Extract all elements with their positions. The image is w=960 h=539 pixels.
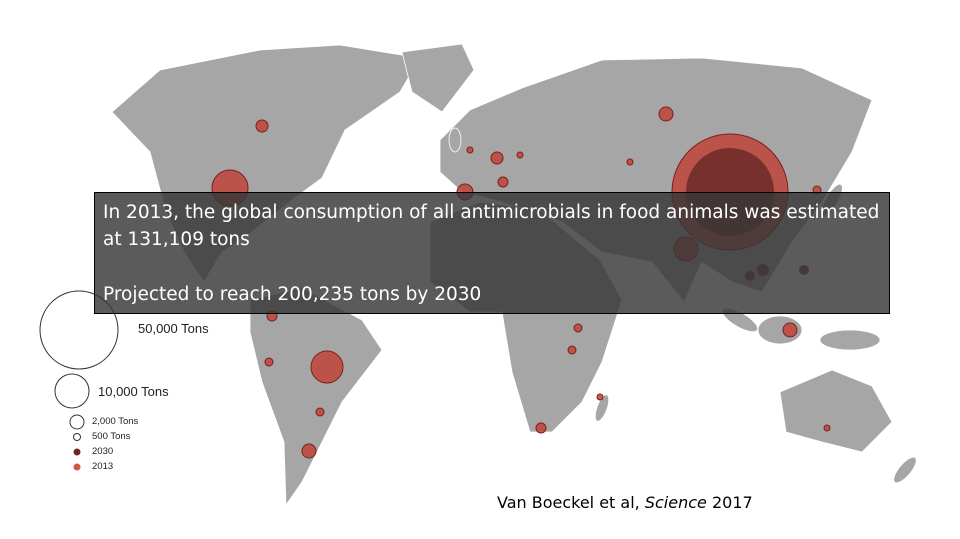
citation-authors: Van Boeckel et al, bbox=[497, 493, 640, 512]
bubble bbox=[310, 350, 344, 384]
legend-circle bbox=[54, 373, 90, 409]
britain bbox=[448, 127, 462, 153]
bubble bbox=[315, 407, 325, 417]
bubble bbox=[301, 443, 317, 459]
caption-line: In 2013, the global consumption of all a… bbox=[103, 202, 880, 250]
bubble bbox=[782, 322, 798, 338]
citation-year: 2017 bbox=[711, 493, 753, 512]
legend-circle bbox=[73, 433, 81, 441]
legend-label: 500 Tons bbox=[92, 431, 131, 442]
caption-box: In 2013, the global consumption of all a… bbox=[94, 192, 890, 314]
madagascar bbox=[594, 394, 610, 422]
caption-line: Projected to reach 200,235 tons by 2030 bbox=[103, 284, 482, 305]
legend-label: 2,000 Tons bbox=[92, 416, 139, 427]
bubble bbox=[567, 345, 577, 355]
citation-journal: Science bbox=[644, 493, 707, 512]
legend-circle bbox=[69, 414, 85, 430]
legend-label: 2013 bbox=[92, 461, 114, 472]
bubble bbox=[658, 106, 674, 122]
bubble bbox=[255, 119, 269, 133]
legend-dot bbox=[73, 448, 81, 456]
bubble bbox=[823, 424, 831, 432]
legend-label: 2030 bbox=[92, 446, 114, 457]
bubble bbox=[626, 158, 634, 166]
bubble bbox=[573, 323, 583, 333]
greenland bbox=[401, 43, 475, 113]
bubble bbox=[516, 151, 524, 159]
bubble bbox=[466, 146, 474, 154]
legend-symbols bbox=[39, 290, 119, 471]
legend-label: 50,000 Tons bbox=[138, 321, 209, 336]
new-zealand bbox=[893, 456, 917, 484]
bubble bbox=[490, 151, 504, 165]
legend-dot bbox=[73, 463, 81, 471]
bubble bbox=[497, 176, 509, 188]
south-america bbox=[249, 287, 383, 507]
citation: Van Boeckel et al, Science 2017 bbox=[497, 493, 753, 512]
new-guinea bbox=[819, 329, 881, 351]
australia bbox=[779, 369, 893, 453]
bubble bbox=[535, 422, 547, 434]
bubble bbox=[264, 357, 274, 367]
bubble bbox=[596, 393, 604, 401]
legend-label: 10,000 Tons bbox=[98, 384, 169, 399]
